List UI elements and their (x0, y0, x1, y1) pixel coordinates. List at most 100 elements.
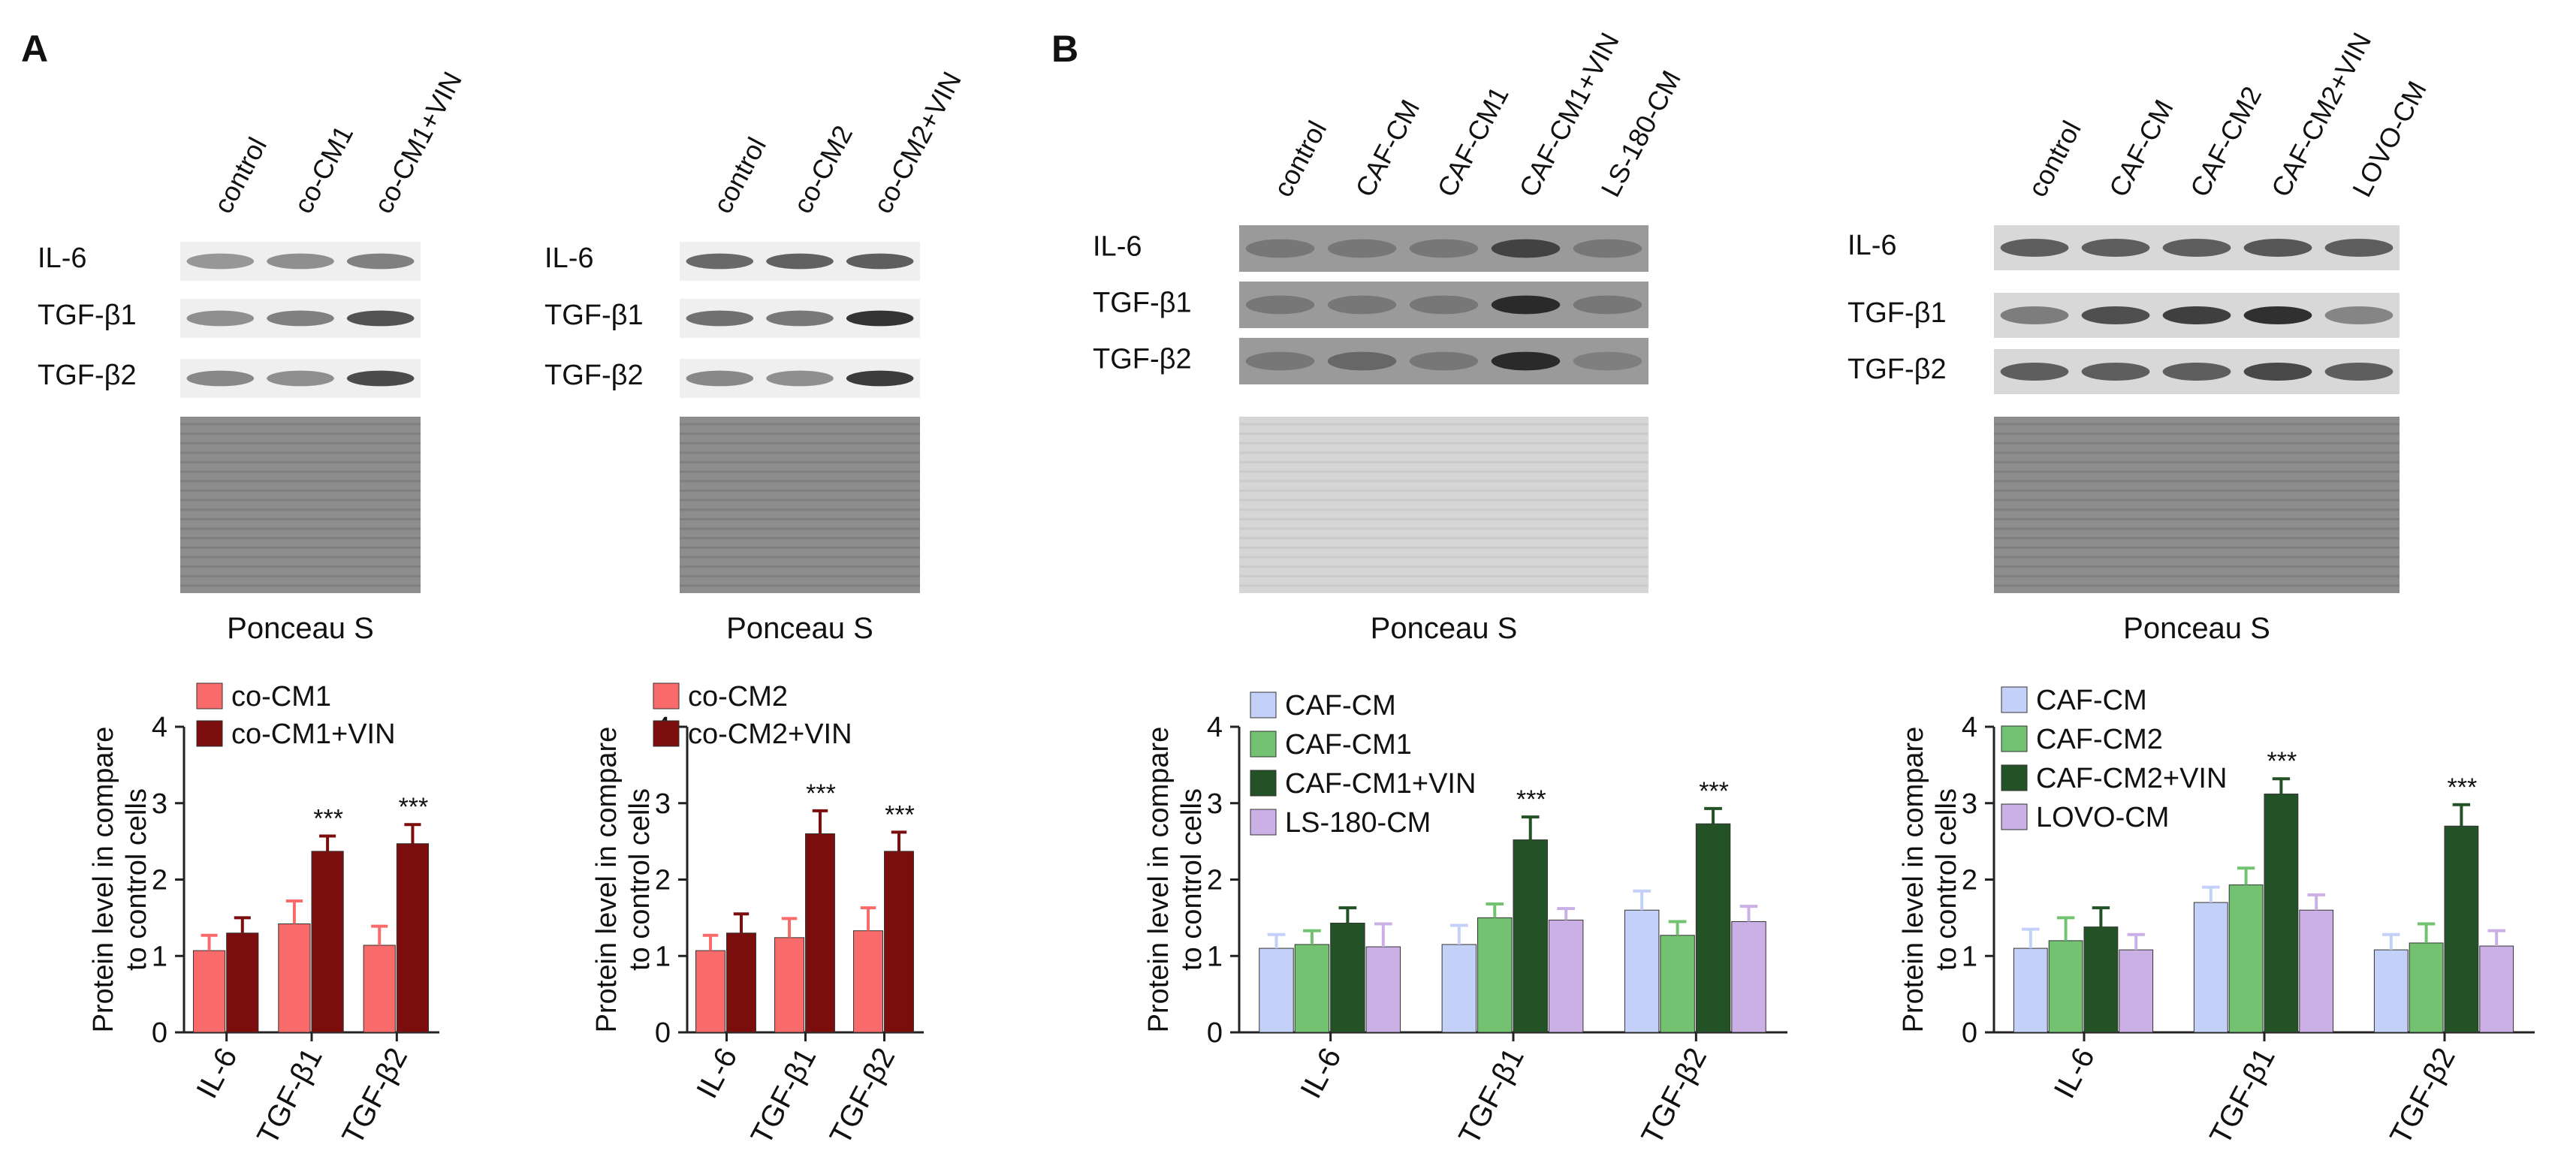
lane-label: LOVO-CM (2346, 76, 2433, 202)
y-tick-label: 2 (1962, 865, 1977, 896)
bar (1365, 946, 1401, 1033)
bar (1660, 935, 1695, 1033)
bar (853, 930, 884, 1033)
blot-band (1573, 239, 1642, 258)
blot-band (1573, 351, 1642, 371)
y-tick-label: 3 (1962, 788, 1977, 820)
legend-label: CAF-CM1 (1285, 729, 1412, 761)
legend-label: CAF-CM (2036, 685, 2147, 716)
blot-band (2000, 239, 2069, 257)
blot-band (846, 370, 914, 387)
bar (1330, 922, 1365, 1033)
blot-band (1573, 295, 1642, 315)
bar (2373, 949, 2409, 1033)
bar (2048, 940, 2083, 1033)
western-blot: control co-CM1 co-CM1+VIN IL-6 TGF-β1 TGF-β2 P… (38, 67, 468, 645)
bar (2299, 909, 2334, 1033)
bar (226, 932, 259, 1033)
legend-swatch (1250, 731, 1277, 758)
bar (1513, 839, 1548, 1033)
lane-label: control (707, 132, 772, 218)
blot-band (766, 310, 834, 327)
lane-label: LS-180-CM (1594, 65, 1687, 202)
blot-band (1409, 351, 1479, 371)
blot-band (186, 370, 255, 387)
bar (1441, 944, 1477, 1033)
blot-band (2081, 306, 2150, 324)
y-axis-label: to control cells (121, 788, 152, 971)
bar (2083, 926, 2119, 1033)
blot-band (686, 253, 754, 270)
blot-band (2243, 363, 2312, 381)
bar (1477, 917, 1513, 1033)
blot-band (2243, 306, 2312, 324)
ponceau-stain (1994, 417, 2400, 593)
blot-row-label: IL-6 (1093, 230, 1142, 262)
bar (2264, 794, 2299, 1033)
blot-band (346, 310, 415, 327)
blot-band (2081, 363, 2150, 381)
bar (805, 833, 835, 1033)
x-tick-label: IL-6 (2048, 1043, 2101, 1104)
bar (726, 932, 756, 1033)
lane-label: CAF-CM (2103, 95, 2179, 202)
blot-band (1491, 351, 1561, 371)
legend-label: CAF-CM2+VIN (2036, 763, 2227, 794)
y-tick-label: 2 (1207, 865, 1223, 896)
bar (2119, 949, 2154, 1033)
y-tick-label: 0 (655, 1017, 671, 1049)
blot-band (1409, 239, 1479, 258)
ponceau-stain (180, 417, 421, 593)
blot-row-label: TGF-β1 (1848, 297, 1947, 329)
y-tick-label: 4 (152, 712, 167, 743)
y-axis-label: to control cells (1931, 788, 1962, 971)
bar (2013, 948, 2048, 1033)
ponceau-stain (680, 417, 920, 593)
blot-band (2162, 239, 2231, 257)
y-tick-label: 4 (1207, 712, 1223, 743)
bar (1624, 909, 1660, 1033)
lane-label: control (2022, 116, 2087, 202)
y-axis-label: Protein level in compare (591, 727, 623, 1033)
y-axis-label: to control cells (624, 788, 656, 971)
bar (1259, 948, 1294, 1033)
ponceau-label: Ponceau S (2123, 612, 2270, 645)
blot-band (686, 310, 754, 327)
blot-band (1327, 295, 1397, 315)
blot-band (267, 370, 334, 387)
legend-label: co-CM2+VIN (688, 719, 852, 750)
bar (2444, 825, 2479, 1033)
y-tick-label: 0 (152, 1017, 167, 1049)
x-tick-label: TGF-β1 (2203, 1043, 2282, 1150)
y-tick-label: 1 (1962, 941, 1977, 972)
blot-row-label: TGF-β1 (1093, 287, 1192, 318)
y-axis-label: Protein level in compare (1898, 727, 1929, 1033)
lane-label: control (207, 132, 273, 218)
blot-band (2162, 363, 2231, 381)
legend-swatch (2001, 686, 2028, 713)
blot-row-label: TGF-β2 (1093, 343, 1192, 375)
blot-row-label: IL-6 (1848, 230, 1896, 261)
blot-band (2243, 239, 2312, 257)
blot-row-label: IL-6 (38, 243, 86, 274)
legend-label: co-CM1 (231, 681, 331, 713)
bar (192, 950, 226, 1033)
ponceau-stain (1239, 417, 1648, 593)
x-tick-label: TGF-β2 (2384, 1043, 2462, 1150)
significance-marker: *** (1516, 785, 1546, 814)
bar (774, 937, 805, 1033)
x-tick-label: TGF-β2 (824, 1043, 902, 1150)
blot-band (2324, 363, 2394, 381)
blot-band (1491, 239, 1561, 258)
x-tick-label: IL-6 (690, 1043, 744, 1104)
bar (363, 945, 396, 1033)
legend-swatch (196, 682, 223, 710)
blot-band (846, 310, 914, 327)
blot-row-label: TGF-β2 (38, 360, 137, 391)
lane-label: CAF-CM2 (2184, 81, 2267, 202)
ponceau-label: Ponceau S (726, 612, 873, 645)
